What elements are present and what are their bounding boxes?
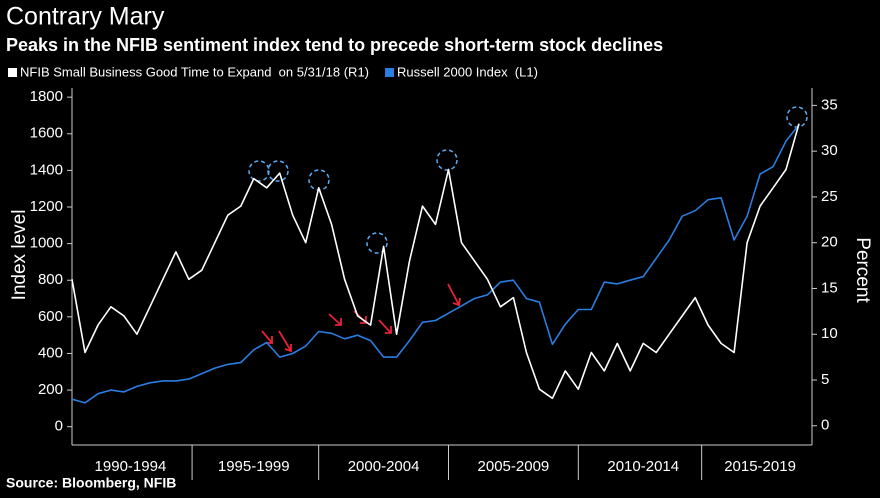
legend-label: Russell 2000 Index (L1): [397, 64, 538, 79]
y2-tick-label: 20: [821, 234, 838, 251]
y2-tick-label: 15: [821, 279, 838, 296]
y-tick-label: 600: [38, 308, 63, 325]
y-tick-label: 1600: [30, 125, 63, 142]
y-tick-label: 200: [38, 381, 63, 398]
x-tick-label: 2000-2004: [348, 458, 420, 475]
y2-tick-label: 35: [821, 96, 838, 113]
y-tick-label: 800: [38, 271, 63, 288]
y2-tick-label: 30: [821, 142, 838, 159]
x-tick-label: 2010-2014: [607, 458, 679, 475]
peak-markers: [248, 106, 808, 254]
y2-tick-label: 25: [821, 188, 838, 205]
chart-title: Contrary Mary: [6, 3, 165, 31]
series-line: [71, 123, 800, 400]
y2-axis-label: Percent: [852, 237, 873, 303]
y-tick-label: 1000: [30, 235, 63, 252]
y-tick-label: 400: [38, 344, 63, 361]
source: Source: Bloomberg, NFIB: [6, 475, 176, 491]
y-tick-label: 0: [55, 418, 63, 435]
y-axis-label: Index level: [9, 210, 30, 301]
y2-tick-label: 10: [821, 325, 838, 342]
chart-subtitle: Peaks in the NFIB sentiment index tend t…: [6, 35, 663, 55]
legend-swatch: [8, 68, 17, 77]
x-tick-label: 1995-1999: [218, 458, 290, 475]
y2-tick-label: 0: [821, 417, 829, 434]
y2-tick-label: 5: [821, 371, 829, 388]
x-tick-label: 2015-2019: [724, 458, 796, 475]
legend-swatch: [385, 68, 395, 77]
x-tick-label: 2005-2009: [478, 458, 550, 475]
legend-label: NFIB Small Business Good Time to Expand …: [20, 64, 369, 79]
y-tick-label: 1400: [30, 161, 63, 178]
y-tick-label: 1200: [30, 198, 63, 215]
series-line: [71, 124, 800, 404]
x-tick-label: 1990-1994: [95, 458, 167, 475]
y-tick-label: 1800: [30, 88, 63, 105]
